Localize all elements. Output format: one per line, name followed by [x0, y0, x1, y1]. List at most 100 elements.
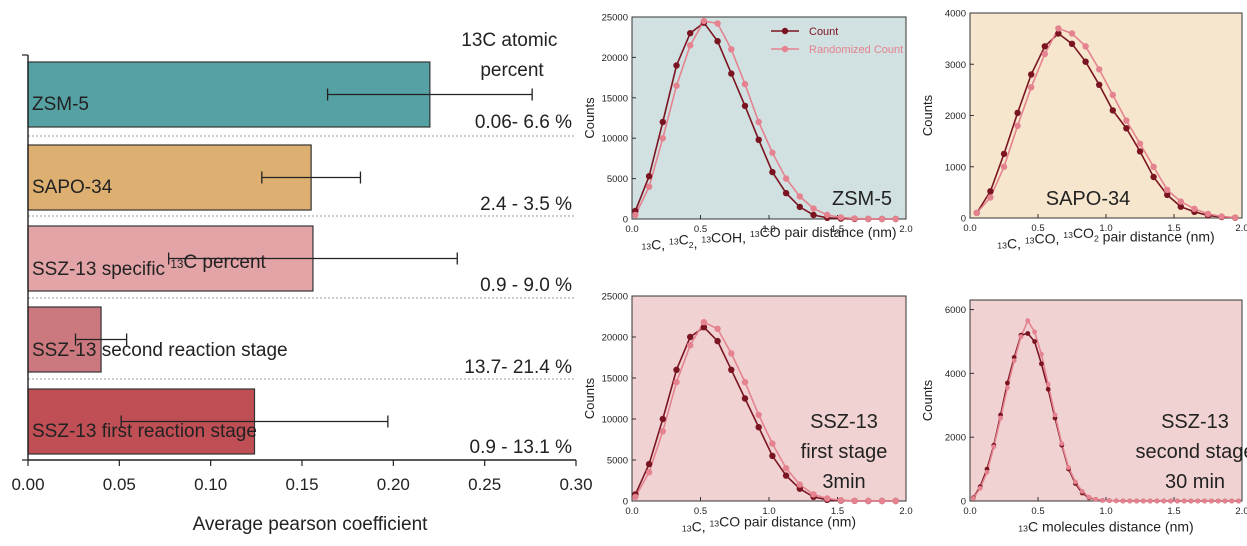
x-tick-labels: 0.00 0.05 0.10 0.15 0.20 0.25 0.30 — [11, 54, 593, 494]
series-1-point — [1041, 50, 1049, 58]
y-tick-label: 15000 — [602, 93, 628, 104]
series-0-point — [1041, 43, 1049, 50]
series-1-point — [700, 319, 708, 326]
series-1-point — [632, 493, 639, 501]
y-tick-label: 4000 — [945, 369, 966, 380]
series-1-point — [796, 193, 803, 200]
percent-annotations: 0.06- 6.6 % 2.4 - 3.5 % 0.9 - 9.0 % 13.7- 2… — [464, 112, 572, 458]
y-tick-label: 10000 — [602, 134, 628, 145]
panel-2: 0.0 0.5 1.0 1.5 2.0 0 5000 10000 15000 20000 25000… — [582, 292, 913, 535]
x-tick-label: 0.0 — [963, 223, 976, 234]
series-1-point — [1147, 498, 1153, 504]
series-1-point — [1181, 498, 1187, 504]
error-bars — [74, 88, 533, 428]
x-axis-label: 13C, 13CO pair distance (nm) — [682, 513, 856, 534]
series-0-point — [700, 324, 708, 331]
x-tick-label: 0.25 — [468, 475, 501, 494]
series-1-point — [1215, 498, 1221, 504]
series-1-point — [1168, 498, 1173, 504]
series-0-point — [741, 102, 749, 110]
series-0-point — [755, 136, 762, 143]
series-1-point — [1229, 498, 1235, 504]
percent-annotation-0: 0.06- 6.6 % — [475, 112, 572, 133]
percent-annotation-1: 2.4 - 3.5 % — [480, 194, 572, 215]
series-1-point — [837, 497, 845, 504]
x-tick-label: 0.0 — [625, 224, 638, 235]
series-1-point — [1100, 498, 1105, 503]
x-tick-label: 2.0 — [899, 224, 912, 235]
legend-label-0: Count — [809, 26, 838, 38]
series-1-point — [892, 215, 899, 223]
series-1-point — [1150, 163, 1157, 170]
series-1-point — [810, 491, 817, 498]
panel-label-line-1: second stage — [1136, 441, 1247, 463]
percent-annotation-3: 13.7- 21.4 % — [464, 357, 572, 378]
series-1-point — [1134, 498, 1139, 504]
panel-frame-3 — [969, 299, 1243, 502]
series-1-point — [673, 82, 680, 89]
x-tick-label: 0.15 — [285, 475, 318, 494]
y-tick-label: 15000 — [602, 374, 628, 385]
series-1-point — [865, 497, 872, 505]
series-1-point — [1232, 214, 1239, 221]
x-axis-label: 13C, 13CO, 13CO2 pair distance (nm) — [997, 225, 1214, 252]
series-1-point — [1123, 117, 1130, 124]
y-tick-label: 2000 — [945, 433, 966, 444]
x-tick-label: 0.0 — [963, 506, 976, 517]
series-1-point — [645, 183, 653, 190]
series-0-point — [645, 173, 653, 180]
series-1-point — [998, 415, 1003, 421]
series-0-point — [1014, 109, 1021, 117]
series-0-point — [1082, 58, 1089, 65]
series-1-point — [973, 209, 980, 217]
series-1-point — [1141, 498, 1146, 504]
y-tick-label: 6000 — [945, 305, 966, 316]
y-tick-label: 10000 — [602, 415, 628, 426]
series-0-point — [769, 168, 776, 176]
x-tick-label: 1.5 — [831, 506, 844, 517]
legend-marker-1 — [781, 45, 789, 53]
series-1-point — [851, 497, 858, 504]
series-0-point — [1032, 339, 1037, 344]
series-1-point — [769, 149, 776, 156]
distance-distribution-panels: 0.0 0.5 1.0 1.5 2.00500010000150002000025000… — [582, 9, 1247, 535]
series-1-point — [1177, 198, 1185, 205]
panel-3: 0.0 0.5 1.0 1.5 2.0 0 2000 4000 6000 Counts 13C mo… — [920, 299, 1247, 535]
panel-frame-0 — [631, 16, 907, 220]
series-1-point — [878, 497, 886, 505]
series-1-point — [782, 465, 790, 472]
bar-label-3: SSZ-13 second reaction stage — [32, 340, 288, 361]
series-0-point — [1164, 191, 1171, 199]
series-1-point — [1082, 43, 1089, 50]
series-1-point — [1052, 412, 1058, 418]
y-tick-label: 3000 — [945, 60, 966, 71]
series-0-point — [673, 366, 680, 373]
series-1-point — [728, 46, 735, 53]
series-1-point — [1096, 66, 1103, 73]
panel-0: 0.0 0.5 1.0 1.5 2.0 0 5000 10000 15000 20000 25000… — [582, 13, 913, 253]
x-tick-label: 0.5 — [694, 224, 707, 235]
series-0-point — [687, 30, 694, 37]
x-tick-label: 1.0 — [1099, 506, 1112, 517]
series-1-point — [673, 378, 680, 386]
series-1-point — [1014, 122, 1021, 129]
series-1-point — [782, 175, 790, 182]
series-0-point — [1045, 386, 1051, 392]
x-tick-label: 1.5 — [831, 224, 844, 235]
series-0-point — [645, 460, 653, 468]
row-separators — [28, 135, 576, 380]
series-1-point — [1025, 318, 1031, 324]
panel-1: 0.0 0.5 1.0 1.5 2.0 0 1000 2000 3000 4000 Counts 13… — [920, 9, 1247, 252]
y-tick-label: 4000 — [945, 9, 966, 20]
series-0-point — [741, 395, 749, 402]
series-0-point — [782, 472, 790, 479]
x-tick-label: 2.0 — [1235, 506, 1247, 517]
series-1-point — [1113, 498, 1119, 504]
series-1-point — [878, 215, 886, 223]
y-tick-label: 20000 — [602, 333, 628, 344]
series-1-point — [1032, 329, 1037, 335]
series-1-point — [1218, 213, 1225, 220]
series-1-point — [1109, 91, 1117, 99]
series-1-point — [865, 215, 872, 222]
series-1-point — [1209, 498, 1214, 504]
